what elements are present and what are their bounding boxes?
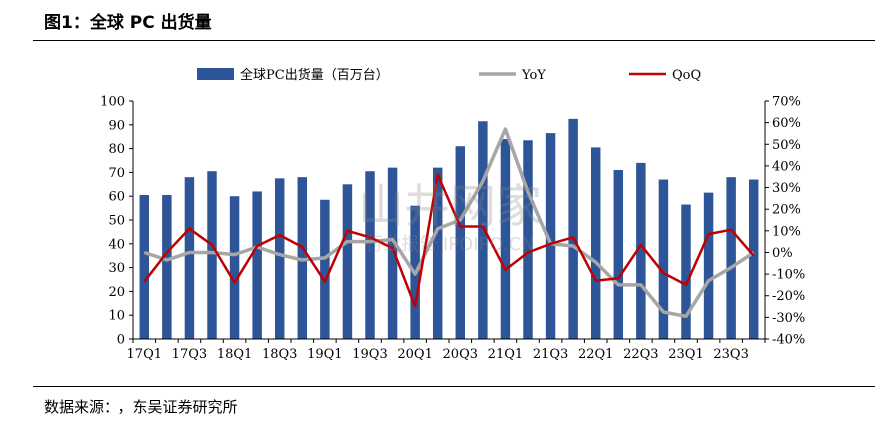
left-tick-label: 50	[108, 214, 125, 229]
bar-22Q3	[636, 162, 646, 339]
x-tick-label: 21Q1	[488, 347, 523, 362]
x-tick-label: 23Q3	[713, 347, 748, 362]
bar-19Q4	[387, 167, 398, 339]
right-tick-label: 40%	[772, 159, 801, 174]
bar-17Q1	[139, 195, 150, 339]
legend-label-yoy: YoY	[521, 68, 546, 83]
x-tick-label: 23Q1	[668, 347, 703, 362]
bar-21Q3	[545, 133, 556, 339]
right-tick-label: 20%	[772, 203, 801, 218]
title-rule	[33, 40, 875, 41]
x-tick-label: 20Q3	[443, 347, 478, 362]
right-tick-label: 50%	[772, 138, 801, 153]
left-tick-label: 70	[108, 166, 125, 181]
bar-21Q4	[568, 118, 578, 339]
bar-series	[139, 118, 759, 339]
x-tick-label: 19Q1	[307, 347, 342, 362]
yoy-line	[143, 127, 755, 319]
source-rule	[33, 386, 875, 387]
left-tick-label: 10	[108, 309, 125, 324]
line-series	[143, 127, 755, 319]
left-tick-label: 90	[108, 118, 125, 133]
source-label: 数据来源：	[44, 398, 112, 416]
bar-20Q3	[455, 146, 466, 339]
x-tick-label: 18Q3	[262, 347, 297, 362]
right-tick-label: -30%	[772, 311, 805, 326]
x-tick-label: 22Q1	[578, 347, 613, 362]
x-tick-label: 21Q3	[533, 347, 568, 362]
right-tick-label: 60%	[772, 116, 801, 131]
bar-18Q4	[297, 177, 308, 339]
qoq-line	[143, 173, 755, 308]
watermark-sub: 行业报告 IPOIPO.CN	[365, 234, 534, 255]
left-tick-label: 40	[108, 237, 125, 252]
left-tick-label: 60	[108, 190, 125, 205]
left-tick-label: 0	[117, 333, 125, 348]
bar-20Q2	[432, 167, 443, 339]
bar-23Q3	[726, 177, 736, 339]
bar-22Q1	[590, 147, 601, 339]
x-tick-label: 19Q3	[352, 347, 387, 362]
x-tick-label: 17Q1	[127, 347, 162, 362]
left-tick-label: 80	[108, 142, 125, 157]
bar-23Q4	[748, 179, 759, 339]
bar-21Q2	[523, 140, 533, 339]
bar-23Q2	[703, 192, 714, 339]
left-tick-label: 20	[108, 285, 125, 300]
figure-title: 图1：全球 PC 出货量	[44, 13, 212, 33]
bar-17Q2	[162, 195, 172, 339]
x-tick-label: 22Q3	[623, 347, 658, 362]
bar-17Q3	[184, 177, 195, 339]
bar-18Q2	[252, 191, 262, 339]
right-tick-label: 10%	[772, 224, 801, 239]
bar-19Q2	[342, 184, 353, 339]
bar-22Q4	[658, 179, 669, 339]
chart-axes: 0 10 20 30 40 50 60 70 80 90 100 -40% -30% -20% -10% 0%…	[100, 95, 805, 363]
watermark: 山井网家 行业报告 IPOIPO.CN	[358, 179, 542, 255]
bar-18Q3	[274, 178, 285, 339]
right-tick-label: -40%	[772, 333, 805, 348]
bar-21Q1	[500, 139, 511, 339]
bar-18Q1	[229, 196, 240, 339]
source-note: 数据来源： ，东吴证券研究所	[44, 396, 238, 417]
legend-label-shipments: 全球PC出货量（百万台）	[240, 67, 389, 83]
watermark-main: 山井网家	[358, 179, 542, 233]
bar-19Q1	[320, 199, 330, 339]
right-tick-label: 30%	[772, 181, 801, 196]
bar-17Q4	[207, 171, 217, 339]
bar-23Q1	[681, 204, 691, 339]
bar-20Q4	[478, 121, 488, 339]
right-tick-label: 0%	[772, 246, 793, 261]
x-tick-label: 18Q1	[217, 347, 252, 362]
bar-22Q2	[613, 170, 624, 339]
bar-19Q3	[365, 171, 375, 339]
right-tick-label: 70%	[772, 95, 801, 110]
x-tick-label: 20Q1	[397, 347, 432, 362]
left-tick-label: 100	[100, 95, 125, 110]
legend-swatch-shipments	[197, 68, 234, 80]
chart-legend: 全球PC出货量（百万台） YoY QoQ	[197, 67, 701, 83]
legend-label-qoq: QoQ	[672, 68, 701, 83]
left-tick-label: 30	[108, 261, 125, 276]
right-tick-label: -20%	[772, 289, 805, 304]
right-tick-label: -10%	[772, 268, 805, 283]
x-tick-label: 17Q3	[172, 347, 207, 362]
source-org: ，东吴证券研究所	[117, 398, 238, 416]
